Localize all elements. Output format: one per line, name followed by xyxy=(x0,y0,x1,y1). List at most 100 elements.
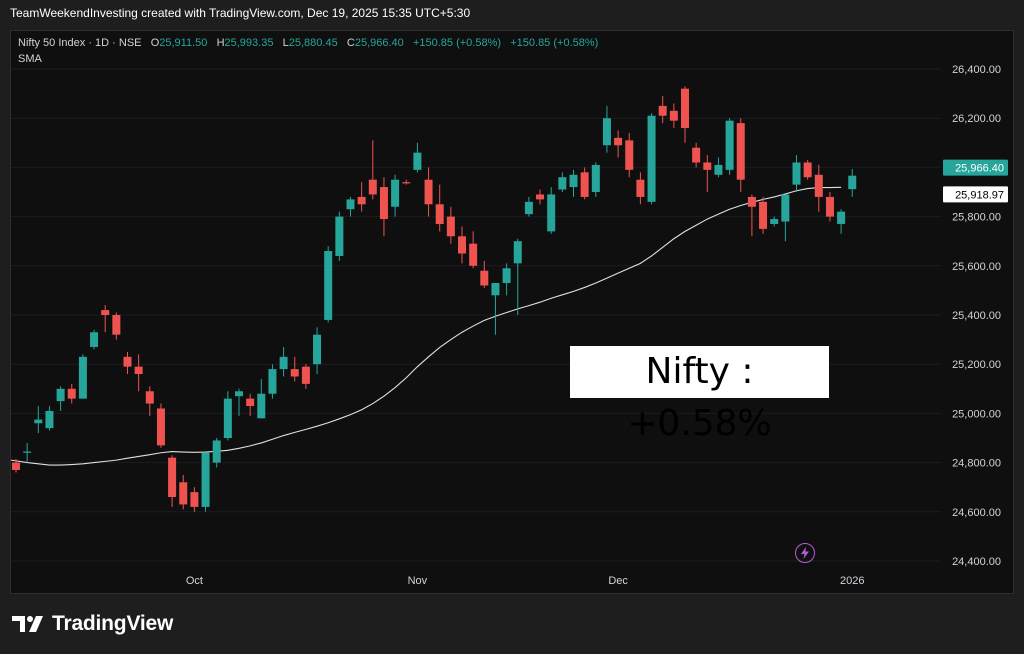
candle[interactable] xyxy=(781,194,790,242)
candle[interactable] xyxy=(480,260,489,288)
candle[interactable] xyxy=(324,246,333,323)
candle[interactable] xyxy=(78,354,87,399)
candle[interactable] xyxy=(681,86,689,143)
candle[interactable] xyxy=(558,172,567,192)
candle[interactable] xyxy=(602,105,611,153)
candle-body xyxy=(290,369,299,377)
candle-body xyxy=(112,315,121,335)
candle-body xyxy=(156,408,165,446)
candle[interactable] xyxy=(391,174,400,217)
candle[interactable] xyxy=(201,452,210,512)
x-tick-label: 2026 xyxy=(840,575,864,587)
candle[interactable] xyxy=(536,189,545,205)
candle[interactable] xyxy=(112,312,121,340)
candle[interactable] xyxy=(513,238,522,315)
lightning-icon[interactable] xyxy=(795,543,815,563)
tradingview-logo-icon xyxy=(12,616,43,632)
open-label: O xyxy=(150,37,160,49)
candle-body xyxy=(736,123,745,180)
tradingview-footer[interactable]: TradingView xyxy=(12,612,173,636)
candle[interactable] xyxy=(692,142,701,168)
candle[interactable] xyxy=(179,474,188,510)
candle[interactable] xyxy=(335,211,344,261)
candle[interactable] xyxy=(301,364,310,389)
candle[interactable] xyxy=(725,118,734,175)
candle[interactable] xyxy=(747,194,756,237)
candle[interactable] xyxy=(346,196,355,217)
candle[interactable] xyxy=(703,155,712,192)
candle[interactable] xyxy=(759,196,768,234)
candle[interactable] xyxy=(290,356,299,382)
candle[interactable] xyxy=(458,226,466,264)
symbol-label[interactable]: Nifty 50 Index · 1D · NSE xyxy=(18,37,142,49)
candle[interactable] xyxy=(413,142,422,173)
indicator-legend-sma[interactable]: SMA xyxy=(18,53,42,65)
candle[interactable] xyxy=(190,487,199,512)
candle[interactable] xyxy=(368,140,377,200)
candle[interactable] xyxy=(435,184,444,232)
price-badges: 25,966.40 25,918.97 xyxy=(943,159,1008,203)
candle[interactable] xyxy=(625,132,634,178)
candle[interactable] xyxy=(279,346,288,377)
candle[interactable] xyxy=(647,113,656,205)
candle[interactable] xyxy=(156,403,165,448)
candle-body xyxy=(435,204,444,224)
candle[interactable] xyxy=(67,383,76,404)
chart-frame[interactable] xyxy=(10,30,1014,594)
candle-body xyxy=(513,241,522,264)
candle[interactable] xyxy=(469,231,478,269)
high-value: 25,993.35 xyxy=(224,37,274,49)
candle[interactable] xyxy=(714,157,723,178)
candle[interactable] xyxy=(814,164,823,212)
candle[interactable] xyxy=(636,172,645,205)
candle[interactable] xyxy=(825,192,834,222)
candle[interactable] xyxy=(134,354,143,392)
candle[interactable] xyxy=(591,162,600,197)
candle[interactable] xyxy=(614,130,623,158)
candle[interactable] xyxy=(90,329,99,350)
candle[interactable] xyxy=(792,155,801,192)
candle-body xyxy=(391,179,400,207)
candle[interactable] xyxy=(235,388,243,416)
candle[interactable] xyxy=(56,386,65,411)
candle[interactable] xyxy=(357,182,366,212)
candle[interactable] xyxy=(313,327,322,375)
candle[interactable] xyxy=(424,167,433,217)
candle[interactable] xyxy=(212,438,221,468)
y-tick-label: 25,400.00 xyxy=(952,310,1001,322)
candle[interactable] xyxy=(837,209,846,234)
candle[interactable] xyxy=(45,406,54,431)
candle[interactable] xyxy=(123,351,132,375)
candle[interactable] xyxy=(268,364,277,399)
candle[interactable] xyxy=(257,378,266,419)
y-tick-label: 24,600.00 xyxy=(952,507,1001,519)
candle[interactable] xyxy=(803,160,812,180)
candle[interactable] xyxy=(168,455,177,507)
candle[interactable] xyxy=(379,177,388,237)
candle[interactable] xyxy=(23,442,32,463)
candle[interactable] xyxy=(669,103,678,129)
candle-body xyxy=(268,369,277,394)
change-value: +150.85 (+0.58%) xyxy=(412,37,502,49)
candle[interactable] xyxy=(580,167,589,200)
candle[interactable] xyxy=(223,391,232,441)
candle-body xyxy=(558,177,567,190)
candle[interactable] xyxy=(446,206,455,244)
candle[interactable] xyxy=(12,458,20,473)
candle[interactable] xyxy=(569,169,578,197)
candle[interactable] xyxy=(246,393,255,416)
candle[interactable] xyxy=(402,179,411,185)
candle[interactable] xyxy=(547,187,556,234)
candle[interactable] xyxy=(658,96,667,124)
candle[interactable] xyxy=(491,283,500,335)
candle[interactable] xyxy=(101,305,110,333)
candle[interactable] xyxy=(848,169,857,197)
candle[interactable] xyxy=(524,196,533,217)
candle[interactable] xyxy=(770,216,779,227)
candle-body xyxy=(536,194,545,200)
candle[interactable] xyxy=(736,118,745,192)
candle[interactable] xyxy=(145,386,154,416)
candle[interactable] xyxy=(34,406,43,434)
candle[interactable] xyxy=(502,263,511,296)
